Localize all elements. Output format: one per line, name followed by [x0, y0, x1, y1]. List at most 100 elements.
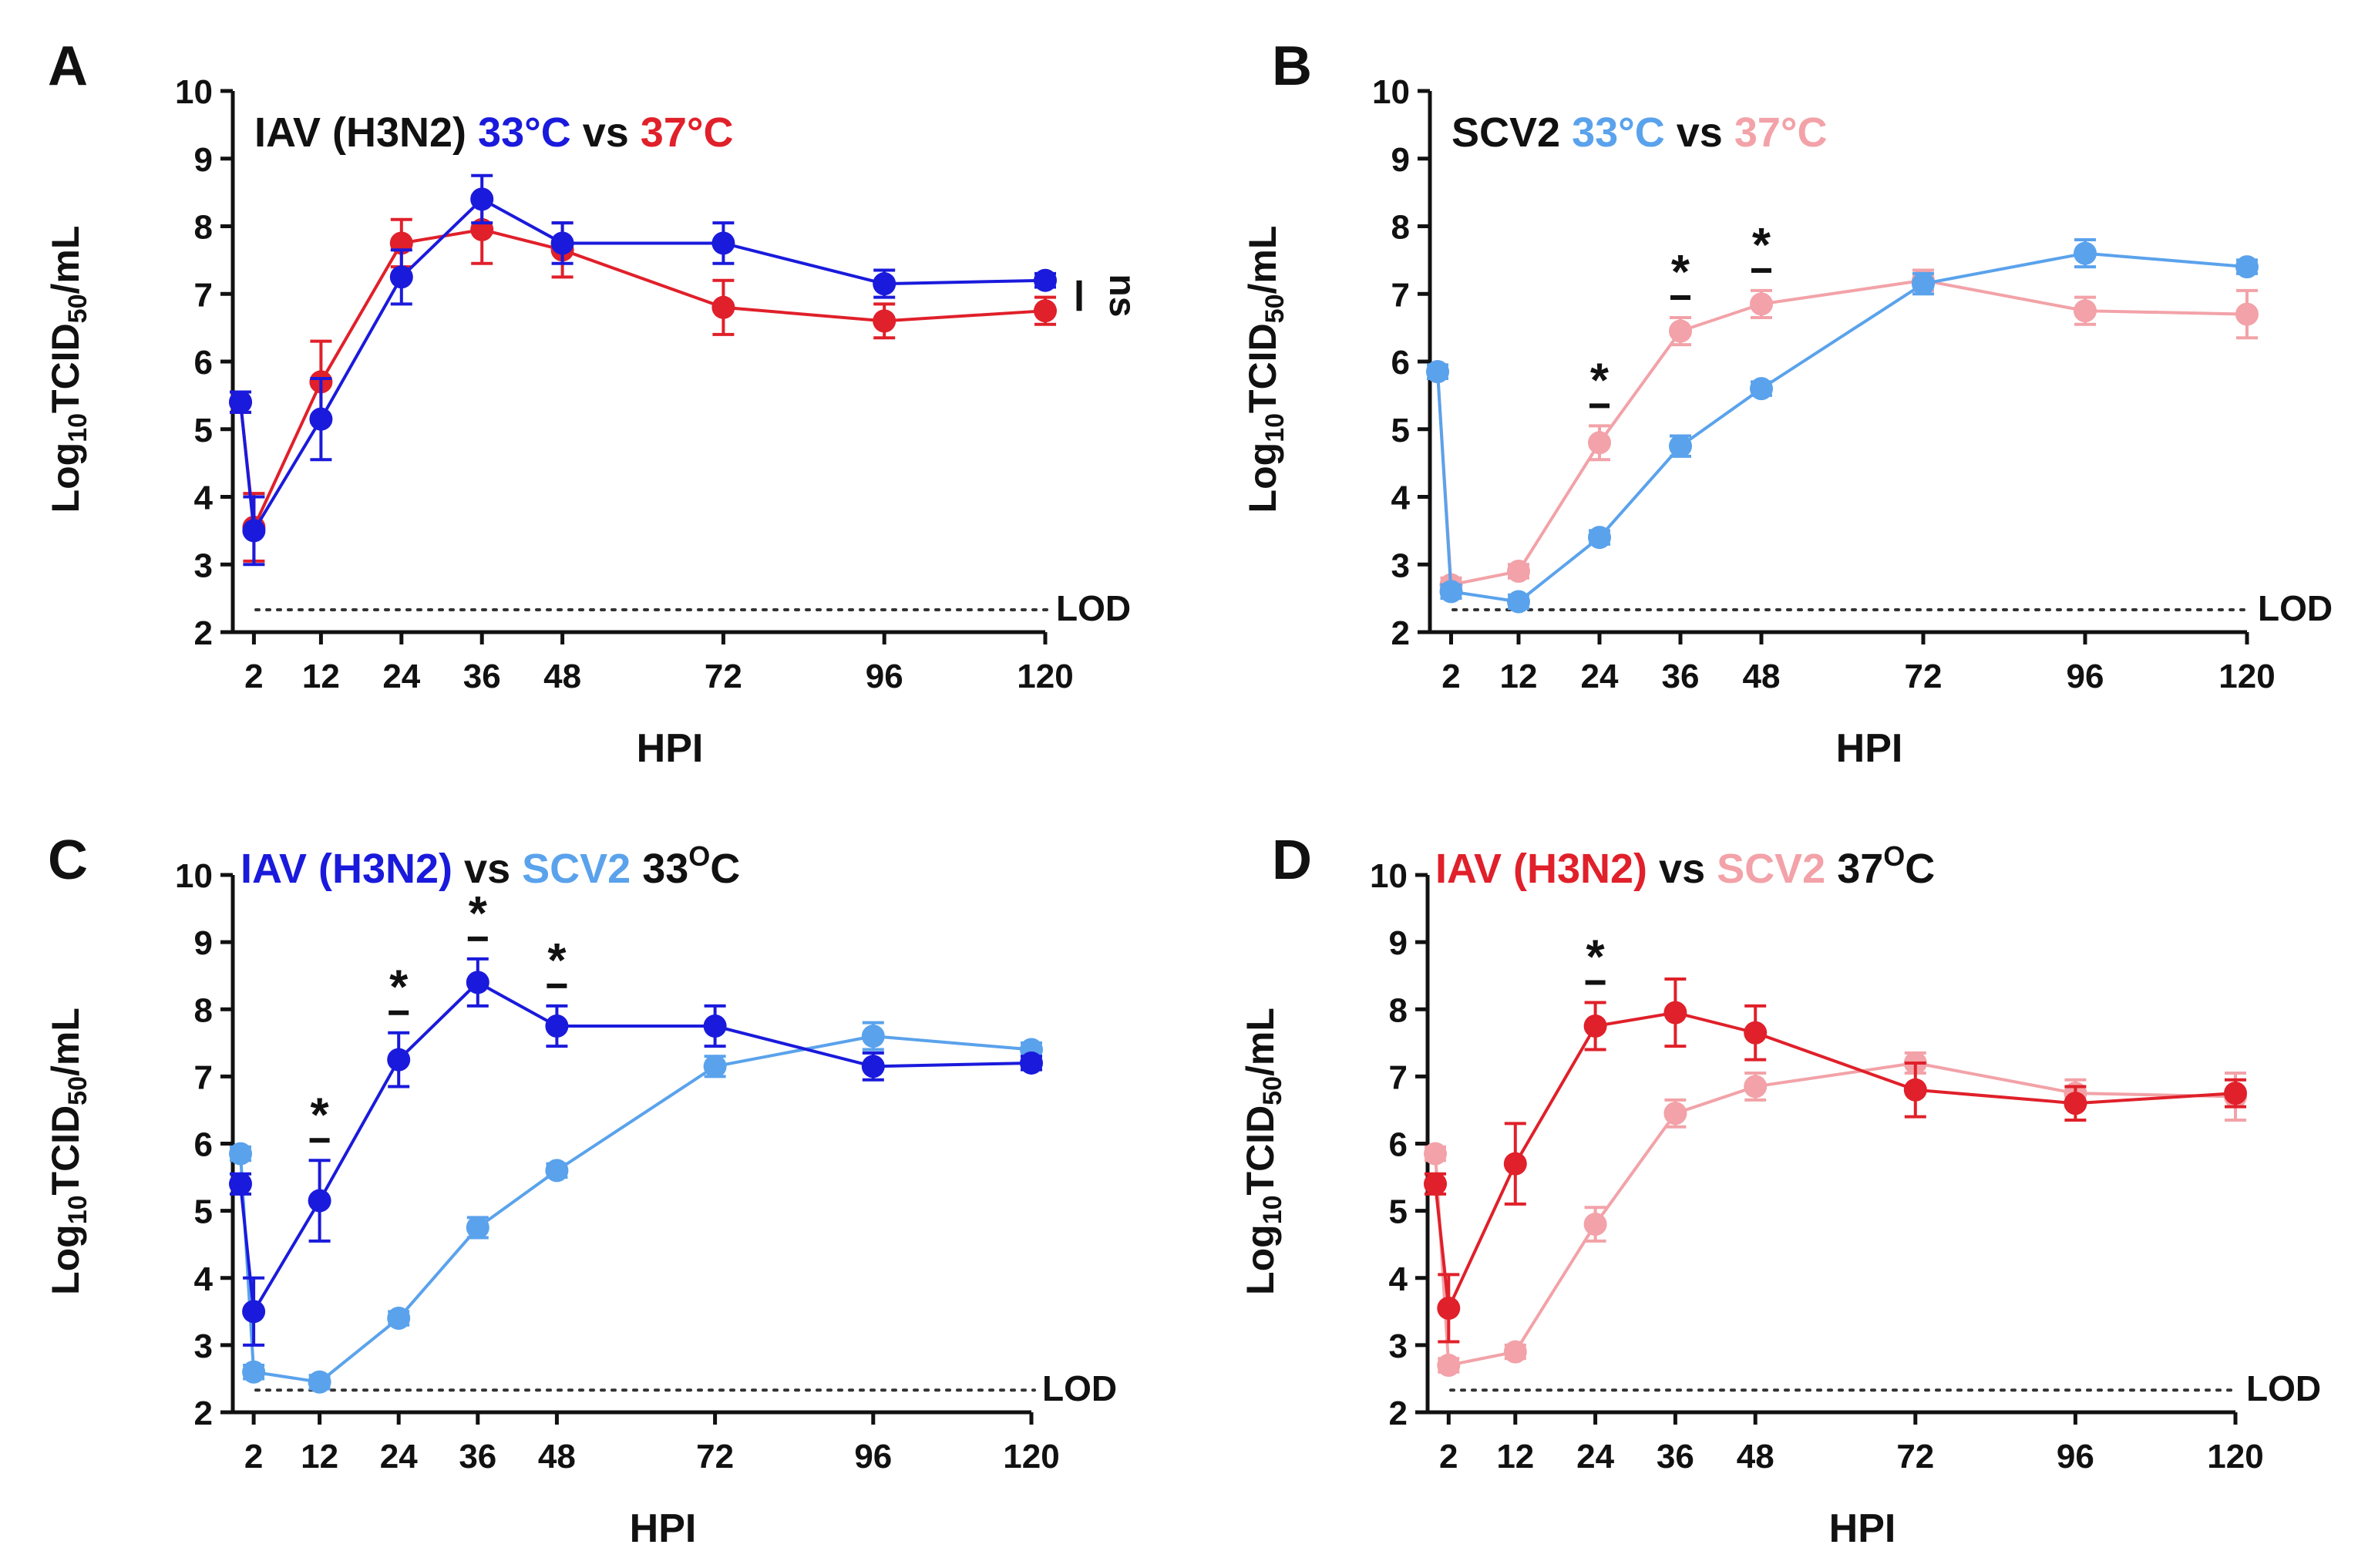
data-point	[1437, 1354, 1461, 1378]
y-tick-label: 9	[194, 141, 213, 179]
y-tick-label: 2	[1391, 614, 1410, 652]
series-line	[239, 980, 1032, 1317]
x-tick-label: 120	[1017, 658, 1073, 695]
x-tick-label: 36	[463, 658, 501, 695]
y-tick-label: 6	[1391, 344, 1410, 382]
data-point	[873, 272, 896, 296]
series-line	[239, 227, 1046, 533]
panel-title: SCV2 33°C vs 37°C	[1451, 109, 1827, 156]
y-tick-label: 3	[194, 547, 213, 584]
x-tick-label: 48	[1737, 1438, 1774, 1475]
data-point	[1669, 319, 1692, 343]
y-tick-label: 10	[175, 857, 213, 895]
panel-letter: B	[1272, 35, 1312, 97]
x-tick-label: 2	[1439, 1438, 1458, 1475]
data-point	[1903, 1078, 1927, 1102]
x-tick-label: 96	[866, 658, 903, 695]
data-point	[387, 1048, 411, 1072]
lod-label: LOD	[1042, 1368, 1117, 1408]
data-point	[711, 295, 735, 319]
series-iav-h3n2-	[229, 957, 1043, 1347]
data-point	[229, 390, 252, 414]
data-point	[387, 1307, 411, 1331]
data-point	[861, 1025, 885, 1048]
x-axis-label: HPI	[1829, 1506, 1896, 1551]
y-axis-label: Log10TCID50/mL	[1241, 226, 1290, 513]
panel-letter: C	[48, 829, 88, 891]
y-tick-label: 8	[194, 209, 213, 247]
series-33-c	[229, 173, 1057, 567]
data-point	[242, 1300, 266, 1324]
series-33-c	[1426, 238, 2259, 614]
data-point	[1020, 1051, 1043, 1075]
series-scv2	[1424, 1051, 2247, 1378]
y-tick-label: 2	[194, 614, 213, 652]
y-tick-label: 4	[1391, 479, 1411, 517]
lod-label: LOD	[2246, 1368, 2321, 1408]
data-point	[1912, 272, 1935, 296]
data-point	[1663, 1102, 1687, 1126]
data-point	[1426, 360, 1449, 384]
data-point	[861, 1055, 885, 1078]
y-axis-label: Log10TCID50/mL	[44, 226, 93, 513]
data-point	[2074, 299, 2097, 323]
y-tick-label: 5	[194, 412, 213, 449]
panel-letter: A	[48, 35, 88, 97]
significance-star: *	[1671, 246, 1690, 299]
y-tick-label: 9	[1391, 141, 1410, 179]
panel-title: IAV (H3N2) vs SCV2 37OC	[1435, 840, 1935, 892]
x-tick-label: 48	[1743, 658, 1781, 695]
data-point	[545, 1014, 569, 1038]
series-line	[1434, 1011, 2236, 1314]
y-tick-label: 4	[194, 1260, 214, 1298]
panel-letter: D	[1272, 829, 1312, 891]
data-point	[1503, 1152, 1527, 1176]
panel-d: D 2 3 4 5 6 7 8 9 10 2 12 24 36 48 72 96 120 HPI Log10TCID5…	[1239, 829, 2321, 1551]
data-point	[545, 1159, 569, 1183]
x-tick-label: 24	[380, 1438, 418, 1475]
data-point	[1034, 299, 1057, 323]
data-point	[1437, 1296, 1461, 1320]
data-point	[711, 231, 735, 255]
series-iav-h3n2-	[1424, 977, 2247, 1344]
y-tick-label: 2	[1389, 1395, 1408, 1432]
significance-star: *	[547, 934, 567, 988]
y-tick-label: 9	[194, 924, 213, 962]
y-tick-label: 6	[1389, 1126, 1408, 1164]
lod-label: LOD	[2258, 588, 2333, 628]
panel-title: IAV (H3N2) vs SCV2 33OC	[241, 840, 740, 892]
x-tick-label: 96	[2067, 658, 2104, 695]
x-tick-label: 2	[1441, 658, 1460, 695]
x-tick-label: 72	[1905, 658, 1943, 695]
panel-title: IAV (H3N2) 33°C vs 37°C	[254, 109, 733, 156]
data-point	[1744, 1021, 1768, 1045]
data-point	[550, 231, 574, 255]
significance-star: *	[1752, 219, 1771, 272]
significance-star: *	[469, 887, 488, 940]
series-line	[1436, 278, 2248, 587]
y-tick-label: 3	[194, 1327, 213, 1365]
data-point	[2074, 241, 2097, 265]
y-tick-label: 3	[1389, 1327, 1408, 1365]
series-line	[1436, 251, 2248, 604]
data-point	[1750, 377, 1773, 401]
ns-label: ns	[1102, 274, 1142, 317]
data-point	[1503, 1340, 1527, 1364]
data-point	[1034, 268, 1057, 292]
x-tick-label: 96	[854, 1438, 892, 1475]
data-point	[2235, 302, 2259, 326]
y-tick-label: 4	[1389, 1260, 1408, 1298]
significance-star: *	[389, 961, 409, 1014]
y-tick-label: 6	[194, 344, 213, 382]
x-tick-label: 12	[301, 1438, 338, 1475]
data-point	[1439, 580, 1463, 604]
y-tick-label: 9	[1389, 924, 1408, 962]
x-tick-label: 120	[2207, 1438, 2263, 1475]
x-tick-label: 24	[1581, 658, 1619, 695]
data-point	[1583, 1213, 1607, 1237]
y-tick-label: 5	[1391, 412, 1410, 449]
data-point	[2064, 1092, 2087, 1115]
panel-c: C 2 3 4 5 6 7 8 9 10 2 12 24 36 48 72 96 120 HPI Log10TCID5…	[44, 829, 1117, 1551]
data-point	[2235, 255, 2259, 279]
